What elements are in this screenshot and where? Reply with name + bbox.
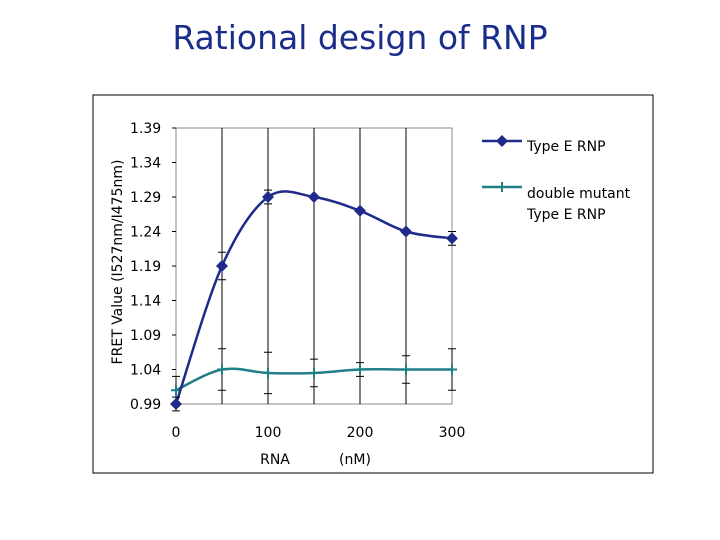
data-point: [354, 204, 366, 217]
legend: Type E RNP double mutant Type E RNP: [482, 135, 631, 223]
y-tick-label: 1.34: [130, 156, 161, 172]
data-point: [216, 260, 228, 272]
data-point: [400, 225, 412, 238]
data-point: [217, 364, 227, 375]
legend-label: double mutant: [527, 186, 631, 202]
x-axis-ticks: 0 100 200 300: [172, 425, 466, 441]
x-tick-label: 200: [347, 425, 374, 441]
series-group: [170, 189, 458, 412]
y-tick-label: 1.39: [130, 121, 161, 137]
data-point: [170, 398, 182, 410]
data-point: [401, 364, 411, 375]
y-axis-ticks: 1.39 1.34 1.29 1.24 1.19 1.14 1.09 1.04 0.99: [130, 121, 176, 413]
data-point: [309, 367, 319, 378]
y-tick-label: 1.04: [130, 363, 161, 379]
legend-swatch-marker: [497, 182, 507, 192]
legend-swatch-marker: [496, 135, 508, 147]
data-point: [263, 367, 273, 378]
x-axis-label-unit: (nM): [339, 452, 371, 468]
slide-title: Rational design of RNP: [172, 18, 548, 57]
legend-label: Type E RNP: [526, 139, 606, 155]
y-tick-label: 1.09: [130, 328, 161, 344]
data-point: [308, 191, 320, 203]
y-tick-label: 1.19: [130, 259, 161, 275]
data-point: [355, 364, 365, 375]
data-point: [447, 364, 457, 375]
y-tick-label: 1.24: [130, 225, 161, 241]
data-point: [446, 232, 458, 245]
y-tick-label: 1.29: [130, 190, 161, 206]
y-axis-label: FRET Value (I527nm/I475nm): [110, 160, 126, 365]
y-tick-label: 1.14: [130, 294, 161, 310]
legend-label: Type E RNP: [526, 207, 606, 223]
x-tick-label: 0: [172, 425, 181, 441]
x-tick-label: 100: [255, 425, 282, 441]
y-tick-label: 0.99: [130, 397, 161, 413]
x-axis-label-rna: RNA: [260, 452, 290, 468]
data-point: [262, 191, 274, 203]
x-tick-label: 300: [439, 425, 466, 441]
